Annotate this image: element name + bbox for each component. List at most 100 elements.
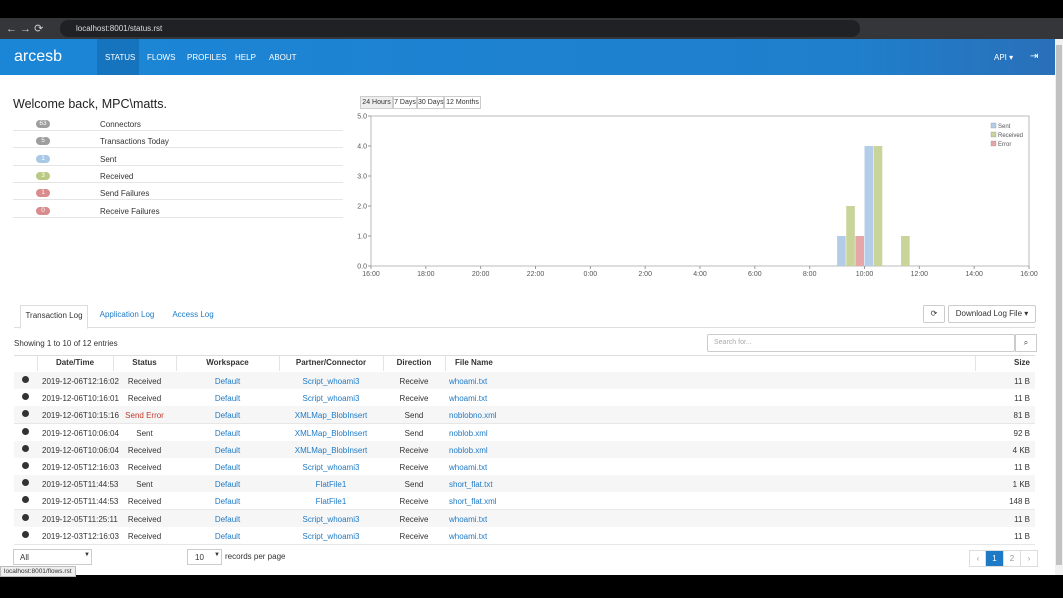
cell: 1 KB bbox=[1012, 480, 1030, 490]
cell[interactable]: FlatFile1 bbox=[315, 497, 347, 507]
cell[interactable]: whoami.txt bbox=[449, 463, 488, 472]
expand-icon[interactable] bbox=[22, 530, 29, 538]
expand-icon[interactable] bbox=[22, 393, 29, 401]
column-header[interactable]: Partner/Connector bbox=[295, 358, 367, 367]
cell[interactable]: whoami.txt bbox=[449, 514, 488, 524]
cell[interactable]: whoami.txt bbox=[449, 377, 488, 386]
cell[interactable]: XMLMap_BlobInsert bbox=[294, 411, 368, 421]
page-button[interactable]: › bbox=[1020, 550, 1038, 567]
nav-item[interactable]: ABOUT bbox=[269, 53, 297, 62]
x-tick-label: 12:00 bbox=[911, 271, 929, 278]
cell: Send bbox=[404, 428, 424, 438]
cell[interactable]: Default bbox=[214, 514, 241, 524]
page-size-select[interactable]: 10 ▼ bbox=[187, 549, 222, 565]
cell[interactable]: short_flat.xml bbox=[449, 497, 497, 507]
cell[interactable]: whoami.txt bbox=[449, 531, 488, 541]
expand-icon[interactable] bbox=[22, 513, 29, 521]
period-button[interactable]: 30 Days bbox=[417, 96, 444, 109]
cell[interactable]: Script_whoami3 bbox=[302, 377, 360, 386]
legend-label: Received bbox=[998, 133, 1023, 139]
cell[interactable]: noblob.xml bbox=[449, 428, 488, 438]
x-tick-label: 10:00 bbox=[856, 271, 874, 278]
legend-swatch bbox=[990, 131, 997, 138]
cell[interactable]: Script_whoami3 bbox=[302, 394, 360, 404]
column-border bbox=[113, 355, 114, 371]
search-box[interactable]: Search for... bbox=[707, 334, 1015, 352]
cell[interactable]: noblob.xml bbox=[449, 445, 488, 455]
expand-icon[interactable] bbox=[22, 427, 29, 435]
cell[interactable]: noblobno.xml bbox=[449, 411, 497, 421]
logo[interactable]: arcesb bbox=[14, 48, 63, 65]
refresh-button[interactable]: ⟳ bbox=[923, 305, 945, 323]
cell[interactable]: FlatFile1 bbox=[315, 480, 347, 490]
cell[interactable]: Script_whoami3 bbox=[302, 531, 360, 541]
cell[interactable]: XMLMap_BlobInsert bbox=[294, 428, 368, 438]
nav-item[interactable]: STATUS bbox=[105, 53, 136, 62]
column-header[interactable]: Direction bbox=[396, 358, 432, 367]
search-button[interactable]: ⌕ bbox=[1015, 334, 1037, 352]
expand-icon[interactable] bbox=[22, 479, 29, 487]
page-button[interactable]: 2 bbox=[1003, 550, 1021, 567]
status-url: localhost:8001/flows.rst bbox=[0, 566, 76, 577]
period-button[interactable]: 12 Months bbox=[444, 96, 481, 109]
tab[interactable]: Application Log bbox=[99, 310, 155, 319]
cell[interactable]: Default bbox=[214, 480, 241, 490]
cell[interactable]: Script_whoami3 bbox=[302, 463, 360, 472]
expand-icon[interactable] bbox=[22, 376, 29, 383]
cell[interactable]: XMLMap_BlobInsert bbox=[294, 445, 368, 455]
nav-item[interactable]: FLOWS bbox=[147, 53, 176, 62]
filter-select[interactable]: All ▼ bbox=[13, 549, 92, 565]
cell[interactable]: Script_whoami3 bbox=[302, 514, 360, 524]
x-tick-label: 22:00 bbox=[527, 271, 545, 278]
nav-item[interactable]: PROFILES bbox=[187, 53, 227, 62]
nav-buttons[interactable]: ← → ⟳ bbox=[6, 23, 44, 35]
column-header[interactable]: Workspace bbox=[206, 358, 249, 367]
column-header[interactable]: Status bbox=[132, 358, 157, 367]
cell: Receive bbox=[399, 394, 429, 404]
search-placeholder: Search for... bbox=[714, 339, 752, 346]
bar bbox=[873, 146, 883, 266]
scroll-thumb[interactable] bbox=[1056, 45, 1062, 565]
cell[interactable]: Default bbox=[214, 428, 241, 438]
cell[interactable]: Default bbox=[214, 394, 241, 404]
address-bar[interactable]: localhost:8001/status.rst bbox=[60, 20, 860, 37]
logout-icon[interactable]: ⇥ bbox=[1030, 51, 1039, 62]
x-tick-label: 18:00 bbox=[417, 271, 435, 278]
column-header[interactable]: Date/Time bbox=[55, 358, 95, 367]
expand-icon[interactable] bbox=[22, 496, 29, 504]
api-menu[interactable]: API ▾ bbox=[994, 53, 1014, 62]
period-button[interactable]: 7 Days bbox=[393, 96, 417, 109]
legend-label: Error bbox=[998, 142, 1011, 148]
stat-label: Transactions Today bbox=[100, 137, 169, 147]
download-button[interactable]: Download Log File ▾ bbox=[948, 305, 1036, 323]
expand-icon[interactable] bbox=[22, 462, 29, 469]
column-header[interactable]: Size bbox=[1013, 358, 1030, 367]
stat-row-line bbox=[13, 216, 343, 218]
period-button[interactable]: 24 Hours bbox=[360, 96, 393, 109]
bar bbox=[846, 206, 855, 266]
nav-item[interactable]: HELP bbox=[235, 53, 256, 62]
cell[interactable]: Default bbox=[214, 531, 241, 541]
x-tick-label: 2:00 bbox=[638, 271, 652, 278]
bar bbox=[837, 236, 846, 266]
page-button[interactable]: 1 bbox=[985, 550, 1004, 567]
cell[interactable]: Default bbox=[214, 445, 241, 455]
cell[interactable]: Default bbox=[214, 463, 241, 472]
tab[interactable]: Access Log bbox=[172, 310, 214, 319]
cell[interactable]: short_flat.txt bbox=[449, 480, 493, 490]
x-tick-label: 6:00 bbox=[748, 271, 762, 278]
cell: Received bbox=[127, 531, 162, 541]
y-tick-label: 2.0 bbox=[357, 204, 367, 211]
welcome: Welcome back, MPC\matts. bbox=[13, 97, 167, 111]
cell: 2019-12-06T10:16:01 bbox=[42, 394, 119, 404]
cell[interactable]: Default bbox=[214, 411, 241, 421]
column-header[interactable]: File Name bbox=[455, 358, 493, 367]
cell[interactable]: Default bbox=[214, 377, 241, 386]
expand-icon[interactable] bbox=[22, 444, 29, 452]
tab[interactable]: Transaction Log bbox=[20, 305, 88, 329]
cell[interactable]: Default bbox=[214, 497, 241, 507]
cell: Received bbox=[127, 445, 162, 455]
expand-icon[interactable] bbox=[22, 410, 29, 418]
cell[interactable]: whoami.txt bbox=[449, 394, 488, 404]
cell: 11 B bbox=[1014, 377, 1030, 386]
